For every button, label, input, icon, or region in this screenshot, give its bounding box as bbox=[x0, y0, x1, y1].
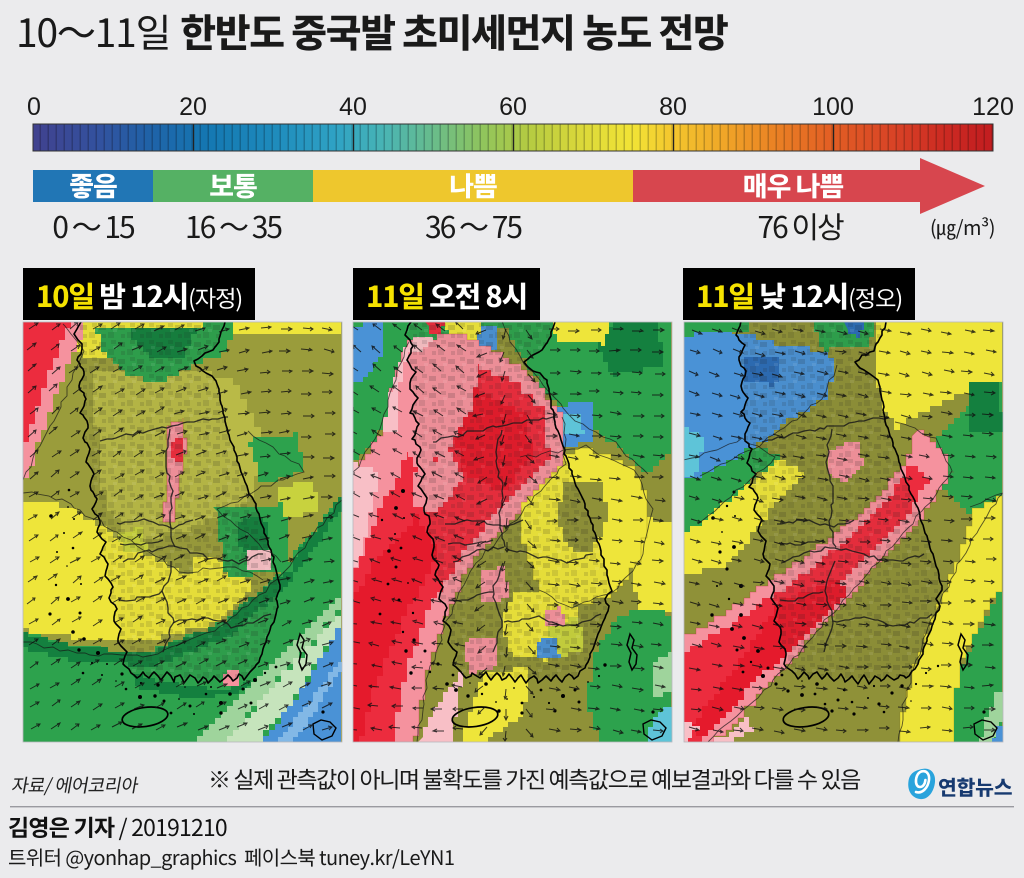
svg-text:0: 0 bbox=[27, 93, 41, 121]
svg-text:20: 20 bbox=[179, 93, 207, 121]
svg-text:60: 60 bbox=[499, 93, 527, 121]
svg-text:40: 40 bbox=[339, 93, 367, 121]
svg-text:80: 80 bbox=[659, 93, 687, 121]
svg-text:120: 120 bbox=[972, 93, 1014, 121]
svg-text:100: 100 bbox=[812, 93, 854, 121]
